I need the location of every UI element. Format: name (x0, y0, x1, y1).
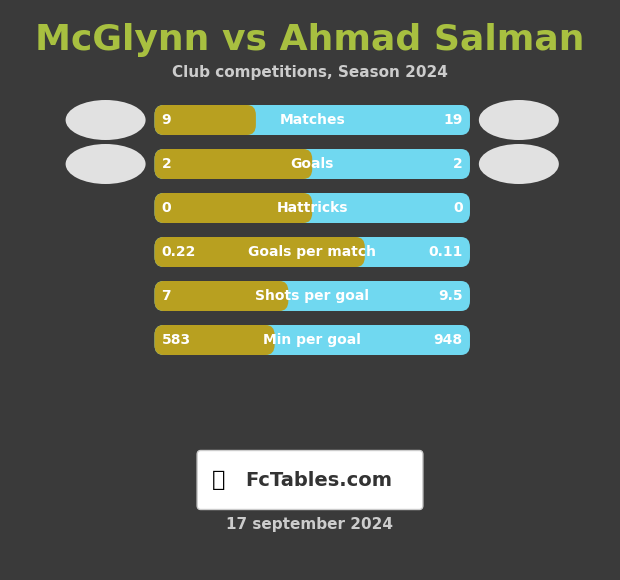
Ellipse shape (479, 144, 559, 184)
FancyBboxPatch shape (154, 281, 470, 311)
FancyBboxPatch shape (197, 451, 423, 509)
FancyBboxPatch shape (154, 237, 365, 267)
Text: Hattricks: Hattricks (277, 201, 348, 215)
Text: 2: 2 (162, 157, 171, 171)
FancyBboxPatch shape (154, 149, 470, 179)
Text: Min per goal: Min per goal (264, 333, 361, 347)
FancyBboxPatch shape (154, 105, 256, 135)
FancyBboxPatch shape (154, 193, 470, 223)
Text: 0.22: 0.22 (162, 245, 196, 259)
Text: 17 september 2024: 17 september 2024 (226, 517, 394, 532)
FancyBboxPatch shape (154, 325, 470, 355)
Text: Goals: Goals (291, 157, 334, 171)
Text: 📊: 📊 (212, 470, 225, 490)
Text: FcTables.com: FcTables.com (246, 470, 392, 490)
FancyBboxPatch shape (154, 149, 312, 179)
Text: Goals per match: Goals per match (248, 245, 376, 259)
Text: 0: 0 (453, 201, 463, 215)
Text: Club competitions, Season 2024: Club competitions, Season 2024 (172, 64, 448, 79)
Text: 19: 19 (443, 113, 463, 127)
FancyBboxPatch shape (154, 237, 470, 267)
FancyBboxPatch shape (154, 105, 470, 135)
Text: McGlynn vs Ahmad Salman: McGlynn vs Ahmad Salman (35, 23, 585, 57)
Text: 9.5: 9.5 (438, 289, 463, 303)
Text: Matches: Matches (280, 113, 345, 127)
Text: 0: 0 (162, 201, 171, 215)
Text: 948: 948 (434, 333, 463, 347)
Ellipse shape (479, 100, 559, 140)
Text: 583: 583 (162, 333, 191, 347)
FancyBboxPatch shape (154, 193, 312, 223)
Ellipse shape (66, 100, 146, 140)
Text: 9: 9 (162, 113, 171, 127)
FancyBboxPatch shape (154, 281, 288, 311)
Text: 0.11: 0.11 (428, 245, 463, 259)
FancyBboxPatch shape (154, 325, 275, 355)
Text: 2: 2 (453, 157, 463, 171)
Text: Shots per goal: Shots per goal (255, 289, 370, 303)
Ellipse shape (66, 144, 146, 184)
Text: 7: 7 (162, 289, 171, 303)
